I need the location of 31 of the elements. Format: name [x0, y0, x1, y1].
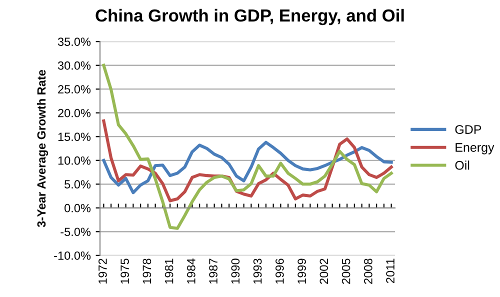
y-tick-label: 10.0%: [58, 156, 91, 165]
x-tick-label: 1990: [231, 258, 240, 284]
y-tick-label: 20.0%: [58, 108, 91, 118]
line-series: [102, 140, 393, 194]
y-tick-label: -10.0%: [54, 251, 91, 260]
y-tick-label: 0.0%: [64, 204, 91, 212]
chart-title: China Growth in GDP, Energy, and Oil: [96, 8, 404, 26]
x-tick-label: 1975: [120, 258, 129, 284]
x-tick-label: 1981: [164, 258, 174, 284]
y-tick-label: 25.0%: [58, 85, 91, 94]
x-tick-label: 2002: [320, 258, 328, 284]
x-tick-label: 1972: [98, 258, 107, 284]
y-tick-label: 15.0%: [58, 132, 91, 142]
y-tick-label: -5.0%: [60, 228, 91, 236]
x-tick-label: 1993: [253, 258, 262, 284]
x-tick-label: 2011: [386, 258, 394, 283]
x-tick-label: 1978: [142, 258, 152, 284]
x-tick-label: 1984: [186, 258, 196, 284]
legend-label: Energy: [456, 143, 494, 154]
y-tick-label: 5.0%: [64, 180, 91, 189]
x-tick-label: 2008: [364, 258, 372, 284]
x-tick-label: 1987: [209, 258, 218, 284]
line-series: [102, 64, 393, 230]
x-tick-label: 1999: [298, 258, 306, 284]
x-tick-label: 1996: [275, 258, 284, 284]
legend-label: Oil: [455, 160, 470, 170]
y-tick-label: 30.0%: [58, 61, 91, 70]
x-tick-label: 2005: [342, 258, 350, 284]
y-tick-label: 35.0%: [58, 38, 91, 46]
y-axis-title: 3-Year Average Growth Rate: [36, 70, 48, 228]
legend-label: GDP: [455, 125, 482, 134]
